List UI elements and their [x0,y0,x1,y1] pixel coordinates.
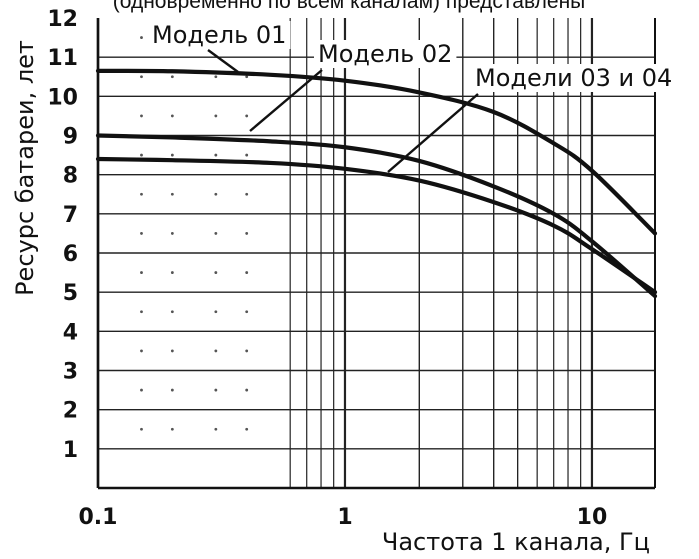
grid-dot [245,271,249,274]
x-tick-label: 1 [337,505,352,530]
grid-dot [140,192,143,196]
grid-dot [245,153,249,157]
grid-dot [140,232,143,235]
y-tick-label: 5 [63,281,78,306]
grid-dot [140,388,143,392]
annotation-bg [314,40,457,68]
series-line-2 [95,133,658,299]
grid-dot [170,232,174,235]
y-tick-label: 12 [47,7,78,32]
y-tick-label: 2 [63,399,78,424]
y-tick-label: 7 [63,203,78,228]
grid-dot [140,271,143,274]
annotation-label: Модель 02 [318,40,452,68]
y-tick-label: 4 [63,320,78,345]
grid-dot [245,349,249,353]
annotation-leader [207,49,239,73]
grid-dot [214,310,218,314]
y-tick-label: 10 [47,85,78,110]
grid-dot [170,349,174,353]
grid-dot [140,310,143,314]
grid-dot [140,75,143,79]
grid-dot [170,310,174,314]
grid-dots [140,36,249,431]
x-tick-label: 0.1 [79,505,118,530]
y-tick-label: 6 [63,242,78,267]
grid-dot [214,232,218,235]
grid-dot [245,114,249,118]
annotation-leader [387,93,479,173]
grid-dot [170,192,174,196]
grid-dot [245,427,249,431]
grid-dot [140,114,143,118]
grid-dot [214,349,218,353]
grid-dot [245,75,249,79]
grid-dot [140,349,143,353]
grid-dot [170,271,174,274]
grid-dot [245,232,249,235]
grid-dot [170,114,174,118]
y-tick-label: 8 [63,164,78,189]
series-line-3 [95,156,658,295]
grid-dot [140,36,143,39]
grid-dot [170,153,174,157]
x-axis-label: Частота 1 канала, Гц [382,528,650,556]
grid-dot [140,153,143,157]
y-axis-label: Ресурс батареи, лет [11,40,39,296]
grid-dot [245,310,249,314]
grid-dot [214,114,218,118]
grid-dot [214,192,218,196]
y-tick-label: 3 [63,360,78,385]
grid-dot [214,153,218,157]
grid-dot [214,75,218,79]
grid-dot [170,75,174,79]
x-tick-label: 10 [577,505,608,530]
series-line-1 [95,68,658,236]
grid-dot [214,427,218,431]
annotations: Модель 01 Модель 02 Модели 03 и 04 [148,21,677,92]
annotation-leaders [207,49,479,173]
series-layer [95,68,658,299]
y-tick-label: 1 [63,438,78,463]
grid-dot [170,388,174,392]
annotation-label: Модели 03 и 04 [475,64,672,92]
header-fragment: (одновременно по всем каналам) представл… [113,0,586,13]
grid-dot [214,388,218,392]
grid-dot [245,388,249,392]
grid-dot [214,271,218,274]
y-tick-label: 11 [47,46,78,71]
grid-dot [170,427,174,431]
annotation-bg [148,21,291,49]
annotation-leader [249,69,323,132]
plot-frame [96,18,656,490]
annotation-label: Модель 01 [152,21,286,49]
grid-dot [140,427,143,431]
grid-dot [245,192,249,196]
y-tick-label: 9 [63,125,78,150]
annotation-bg [471,64,677,92]
